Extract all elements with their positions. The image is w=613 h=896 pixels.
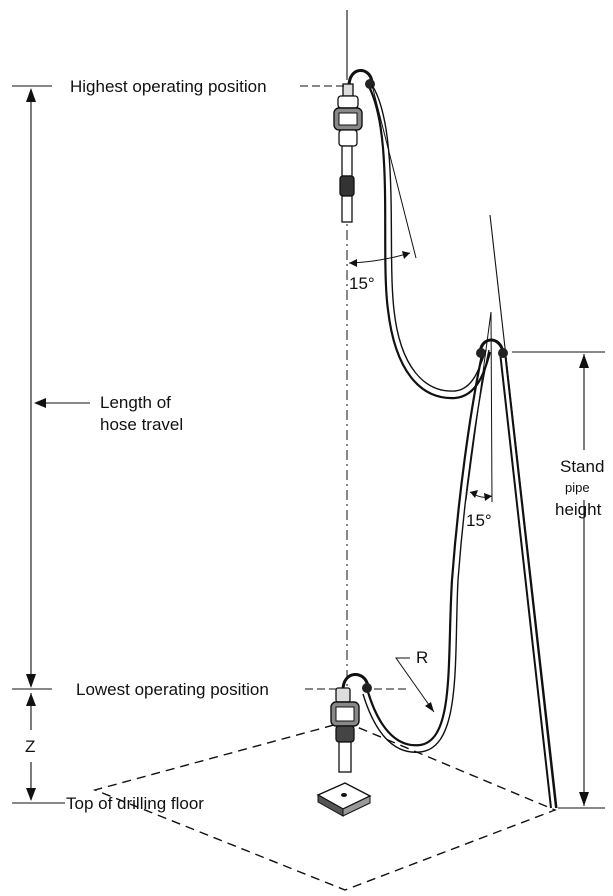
standpipe-height-dimension [579,354,589,806]
z-label: Z [25,737,35,756]
lowest-position-label: Lowest operating position [76,680,269,699]
lower-angle-indicator [465,311,493,503]
upper-angle-label: 15° [349,274,375,293]
upper-swivel [333,69,375,223]
upper-angle-indicator [348,84,417,267]
rotary-hose-upper [366,82,492,400]
length-label-line2: hose travel [100,415,183,434]
stand-label-line3: height [555,500,602,519]
rotary-hose-lower [362,349,490,753]
drilling-floor-label: Top of drilling floor [66,794,204,813]
lower-angle-label: 15° [466,511,492,530]
rotary-table [316,782,372,817]
radius-leader [395,657,435,713]
highest-position-label: Highest operating position [70,77,267,96]
lower-swivel [330,673,372,773]
standpipe [499,351,557,809]
length-label-line1: Length of [100,393,171,412]
hose-travel-dimension [26,88,36,688]
drilling-floor-outline [92,721,557,891]
stand-label-line1: Stand [560,457,604,476]
length-label-arrow [34,398,90,408]
stand-label-line2: pipe [565,480,590,495]
z-dimension [26,693,36,801]
radius-label: R [416,648,428,667]
standpipe-gooseneck [476,338,508,358]
